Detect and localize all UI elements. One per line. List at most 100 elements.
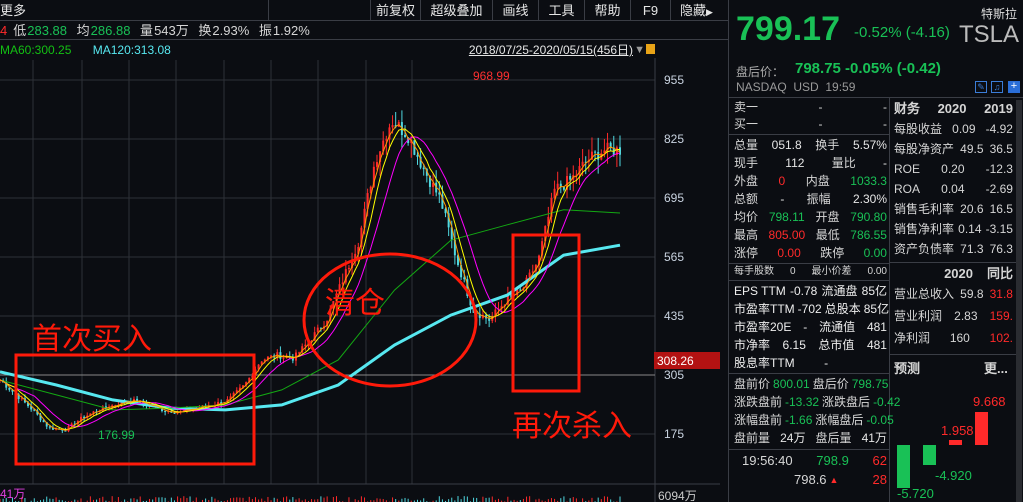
price-tick: 435 [664,309,684,323]
candle-body [584,161,587,163]
candle-body [164,411,167,413]
high-marker: 968.99 [473,69,510,83]
candle-body [594,151,597,153]
candle-body [161,407,164,412]
valuation-row: EPS TTM -0.78 流通盘 85亿 [734,282,887,300]
toolbar: 更多 前复权 超级叠加 画线 工具 帮助 F9 隐藏▶ [0,0,728,21]
clear-label: 清仓 [325,287,385,320]
prepost-label: 涨幅盘后 [815,413,864,427]
stat-label: 换手 [815,138,840,152]
valuation-value: 481 [866,338,887,352]
avg-label: 均 [76,23,90,38]
candle-body [375,162,378,167]
forecast-label: -4.920 [935,468,972,483]
fin-value: 0.04 [941,182,965,196]
stat-row: 总额 - 振幅 2.30% [734,190,887,208]
toolbar-tools[interactable]: 工具 [538,0,584,21]
toolbar-hide[interactable]: 隐藏▶ [670,0,722,21]
candle-body [242,385,245,388]
dropdown-triangle-icon[interactable]: ▼ [634,44,645,56]
lock-icon[interactable] [646,44,655,54]
candle-body [257,364,260,370]
fin-row: 销售净利率 0.14 -3.15 [894,220,1013,238]
valuation-value: 85亿 [861,284,887,298]
candle-body [30,406,33,410]
stat-value: 805.00 [768,228,806,242]
candle-body [220,402,223,404]
candle-body [534,264,537,272]
forecast-more-link[interactable]: 更... [984,361,1008,376]
candle-body [438,192,441,195]
toolbar-f9[interactable]: F9 [630,0,670,21]
valuation-label: 总股本 [824,302,861,316]
toolbar-adjust[interactable]: 前复权 [370,0,420,21]
prepost-value: 41万 [861,431,887,445]
kline-chart[interactable]: 955 825 695 565 435 305 175 首次买入 清仓 再次杀入 968.9… [0,58,720,502]
edit-icon[interactable]: ✎ [975,81,987,93]
stat-value: 786.55 [850,228,887,242]
fin-value: -2.69 [985,182,1013,196]
fin-value: -12.3 [985,162,1013,176]
candle-body [282,357,285,359]
price-tick: 695 [664,191,684,205]
stat-row: 总量 051.8 换手 5.57% [734,136,887,154]
candle-body [80,416,83,421]
fin-value: -3.15 [985,222,1013,236]
candle-body [33,409,36,411]
candle-body [503,304,506,306]
rebuy-label: 再次杀入 [512,410,632,443]
stat-value: 790.80 [850,210,887,224]
candle-body [537,255,540,265]
candle-body [478,313,481,318]
current-price-label: 308.26 [657,354,694,368]
order-book-row: 卖一 - - [734,99,887,116]
valuation-row: 市盈率20E - 流通值 481 [734,318,887,336]
candle-body [556,183,559,189]
forecast-title: 预测 [894,361,921,376]
candle-body [245,382,248,386]
candle-body [463,277,466,280]
prepost-value: 800.01 [773,377,810,391]
candle-body [316,327,319,333]
toolbar-overlay[interactable]: 超级叠加 [420,0,492,21]
toolbar-draw[interactable]: 画线 [492,0,538,21]
candle-body [469,295,472,306]
candle-body [335,293,338,302]
prepost-value: 24万 [780,431,806,445]
fin-value: 49.5 [960,142,984,156]
turnover-value: 2.93% [212,23,250,38]
grid: 955 825 695 565 435 305 175 [0,58,720,502]
candle-body [42,420,45,423]
book-price: - [818,117,823,131]
candle-body [64,430,67,432]
stat-value: 112 [785,156,805,170]
fin-label: 资产负债率 [894,242,955,256]
order-book-row: 买一 - - [734,116,887,133]
more-menu[interactable]: 更多 [0,3,27,18]
tick-volume: 62 [872,453,887,468]
scrollbar[interactable] [1016,100,1022,502]
last-price: 799.17 [736,10,840,48]
candle-body [460,265,463,278]
stat-row: 涨停 0.00 跌停 0.00 [734,244,887,262]
bell-icon[interactable]: ♫ [991,81,1003,93]
candle-body [120,401,123,406]
stat-value: 5.57% [852,138,887,152]
add-icon[interactable]: + [1008,81,1020,93]
valuation-row: 市净率 6.15 总市值 481 [734,336,887,354]
fin-row: 资产负债率 71.3 76.3 [894,240,1013,258]
candle-body [291,357,294,361]
stat-label: 最高 [734,228,759,242]
candle-body [578,166,581,175]
valuation-row: 市盈率TTM -702 总股本 85亿 [734,300,889,318]
candle-body [494,309,497,317]
candle-body [48,426,51,428]
candle-body [441,194,444,209]
date-range[interactable]: 2018/07/25-2020/05/15(456日) [468,43,633,57]
candle-body [606,142,609,151]
toolbar-help[interactable]: 帮助 [584,0,630,21]
candle-body [304,344,307,347]
tick-value: 0.00 [867,266,887,277]
candle-body [17,394,20,400]
quote-panel: 799.17 -0.52% (-4.16) 特斯拉 TSLA 盘后价： 798.… [728,0,1023,502]
